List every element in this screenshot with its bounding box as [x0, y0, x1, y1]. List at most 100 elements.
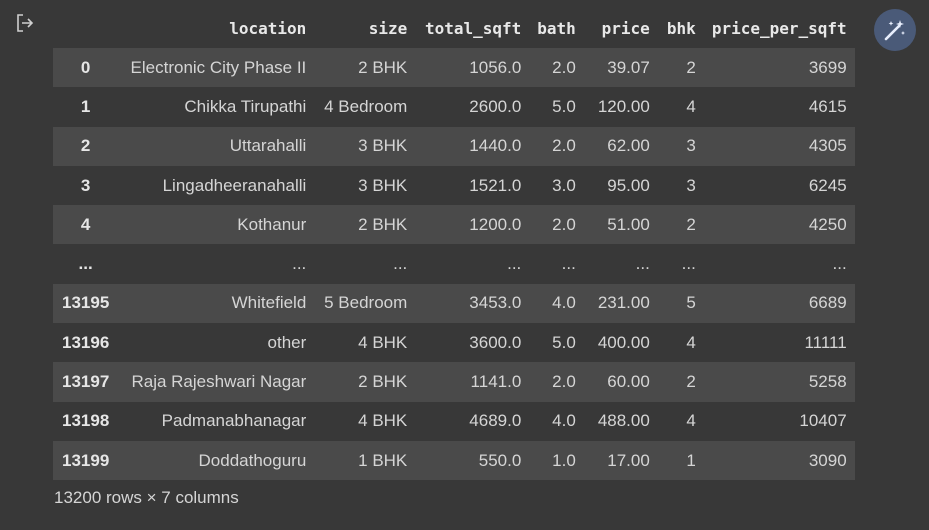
index-cell: ...: [78, 254, 93, 274]
table-row: 2 Uttarahalli 3 BHK 1440.0 2.0 62.00 3 4305: [53, 126, 855, 166]
price-cell: 39.07: [607, 57, 650, 77]
index-cell: 1: [80, 96, 91, 116]
column-header-price-per-sqft: price_per_sqft: [703, 8, 855, 48]
output-redirect-icon[interactable]: [14, 12, 36, 34]
bhk-cell: 2: [686, 57, 696, 77]
total-sqft-cell: ...: [507, 254, 522, 274]
price-cell: 17.00: [607, 450, 650, 470]
price-per-sqft-cell: ...: [832, 254, 847, 274]
size-cell: 4 BHK: [358, 411, 408, 431]
location-cell: Electronic City Phase II: [130, 57, 307, 77]
column-header-total-sqft: total_sqft: [415, 8, 530, 48]
column-header-size: size: [314, 8, 416, 48]
bath-cell: 2.0: [552, 136, 576, 156]
price-cell: 231.00: [597, 293, 650, 313]
location-cell: Kothanur: [237, 214, 307, 234]
price-per-sqft-cell: 6245: [808, 175, 847, 195]
index-cell: 13195: [62, 293, 110, 313]
table-row: 1 Chikka Tirupathi 4 Bedroom 2600.0 5.0 120.0…: [53, 87, 855, 127]
index-cell: 13198: [62, 411, 110, 431]
location-cell: ...: [292, 254, 307, 274]
table-shape-summary: 13200 rows × 7 columns: [54, 488, 239, 507]
bhk-cell: 3: [686, 136, 696, 156]
bhk-cell: 5: [686, 293, 696, 313]
price-per-sqft-cell: 11111: [804, 332, 847, 352]
index-cell: 13196: [62, 332, 110, 352]
bhk-cell: 2: [686, 214, 696, 234]
dataframe-table: location size total_sqft bath price bhk …: [53, 8, 855, 481]
location-cell: Raja Rajeshwari Nagar: [131, 372, 307, 392]
total-sqft-cell: 4689.0: [469, 411, 522, 431]
table-row: 13195 Whitefield 5 Bedroom 3453.0 4.0 231.00 5…: [53, 283, 855, 324]
price-per-sqft-cell: 3699: [808, 57, 847, 77]
size-cell: 2 BHK: [358, 372, 408, 392]
magic-wand-icon: [884, 20, 905, 41]
bath-cell: 5.0: [552, 96, 576, 116]
index-cell: 3: [80, 175, 91, 195]
price-cell: 95.00: [607, 175, 650, 195]
total-sqft-cell: 1200.0: [469, 214, 522, 234]
price-per-sqft-cell: 10407: [799, 411, 847, 431]
size-cell: ...: [393, 254, 408, 274]
table-header-row: location size total_sqft bath price bhk …: [53, 8, 855, 48]
table-row: ........................: [53, 244, 855, 284]
index-cell: 0: [80, 57, 91, 77]
price-per-sqft-cell: 5258: [808, 372, 847, 392]
column-header-bath: bath: [529, 8, 584, 48]
location-cell: Chikka Tirupathi: [184, 96, 307, 116]
bath-cell: ...: [561, 254, 576, 274]
size-cell: 3 BHK: [358, 175, 408, 195]
bhk-cell: 2: [686, 372, 696, 392]
price-cell: 400.00: [597, 332, 650, 352]
bath-cell: 5.0: [552, 332, 576, 352]
total-sqft-cell: 1141.0: [470, 372, 522, 392]
price-cell: 51.00: [607, 214, 650, 234]
price-cell: 60.00: [607, 372, 650, 392]
total-sqft-cell: 1521.0: [469, 175, 522, 195]
size-cell: 4 BHK: [358, 332, 408, 352]
index-cell: 13199: [62, 450, 110, 470]
price-cell: 488.00: [597, 411, 650, 431]
table-row: 3 Lingadheeranahalli 3 BHK 1521.0 3.0 95.00 3 6…: [53, 165, 855, 206]
bhk-cell: 4: [686, 96, 696, 116]
size-cell: 3 BHK: [358, 136, 408, 156]
size-cell: 5 Bedroom: [324, 293, 408, 313]
price-per-sqft-cell: 4615: [808, 96, 847, 116]
size-cell: 4 Bedroom: [324, 96, 408, 116]
bhk-cell: ...: [681, 254, 696, 274]
bath-cell: 2.0: [552, 214, 576, 234]
column-header-bhk: bhk: [657, 8, 704, 48]
location-cell: Lingadheeranahalli: [162, 175, 307, 195]
table-row: 0 Electronic City Phase II 2 BHK 1056.0 2.0 3…: [53, 48, 855, 88]
bath-cell: 2.0: [552, 57, 576, 77]
bhk-cell: 3: [686, 175, 696, 195]
location-cell: Uttarahalli: [229, 136, 307, 156]
size-cell: 1 BHK: [358, 450, 408, 470]
total-sqft-cell: 3600.0: [469, 332, 522, 352]
location-cell: Whitefield: [231, 293, 307, 313]
index-cell: 2: [80, 136, 91, 156]
price-per-sqft-cell: 4305: [808, 136, 847, 156]
bath-cell: 4.0: [552, 411, 576, 431]
table-row: 13196 other 4 BHK 3600.0 5.0 400.00 4 11111: [53, 323, 855, 363]
table-row: 13199 Doddathoguru 1 BHK 550.0 1.0 17.00 1 3090: [53, 440, 855, 481]
bhk-cell: 1: [686, 450, 696, 470]
price-cell: 120.00: [597, 96, 650, 116]
bath-cell: 2.0: [552, 372, 576, 392]
table-row: 13198 Padmanabhanagar 4 BHK 4689.0 4.0 488.00…: [53, 401, 855, 441]
total-sqft-cell: 1056.0: [469, 57, 522, 77]
total-sqft-cell: 1440.0: [469, 136, 522, 156]
total-sqft-cell: 3453.0: [469, 293, 522, 313]
table-row: 13197 Raja Rajeshwari Nagar 2 BHK 1141.0 2.0…: [53, 362, 855, 402]
location-cell: Padmanabhanagar: [161, 411, 307, 431]
magic-wand-button[interactable]: [874, 9, 916, 51]
index-header: [53, 8, 119, 48]
location-cell: other: [267, 332, 307, 352]
column-header-location: location: [118, 8, 315, 48]
bath-cell: 4.0: [552, 293, 576, 313]
size-cell: 2 BHK: [358, 57, 408, 77]
table-row: 4 Kothanur 2 BHK 1200.0 2.0 51.00 2 4250: [53, 205, 855, 245]
bhk-cell: 4: [686, 411, 696, 431]
bath-cell: 1.0: [552, 450, 576, 470]
bhk-cell: 4: [686, 332, 696, 352]
